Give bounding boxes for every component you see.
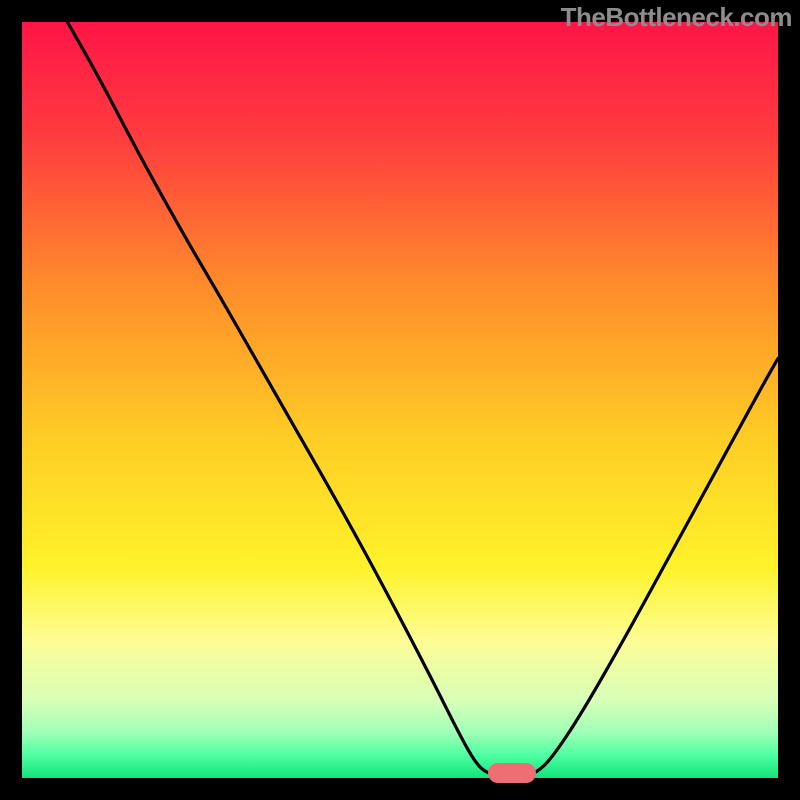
bottleneck-curve [22, 22, 778, 778]
chart-frame: TheBottleneck.com [0, 0, 800, 800]
optimal-marker [488, 763, 536, 783]
plot-area [22, 22, 778, 778]
watermark-text: TheBottleneck.com [561, 2, 792, 33]
